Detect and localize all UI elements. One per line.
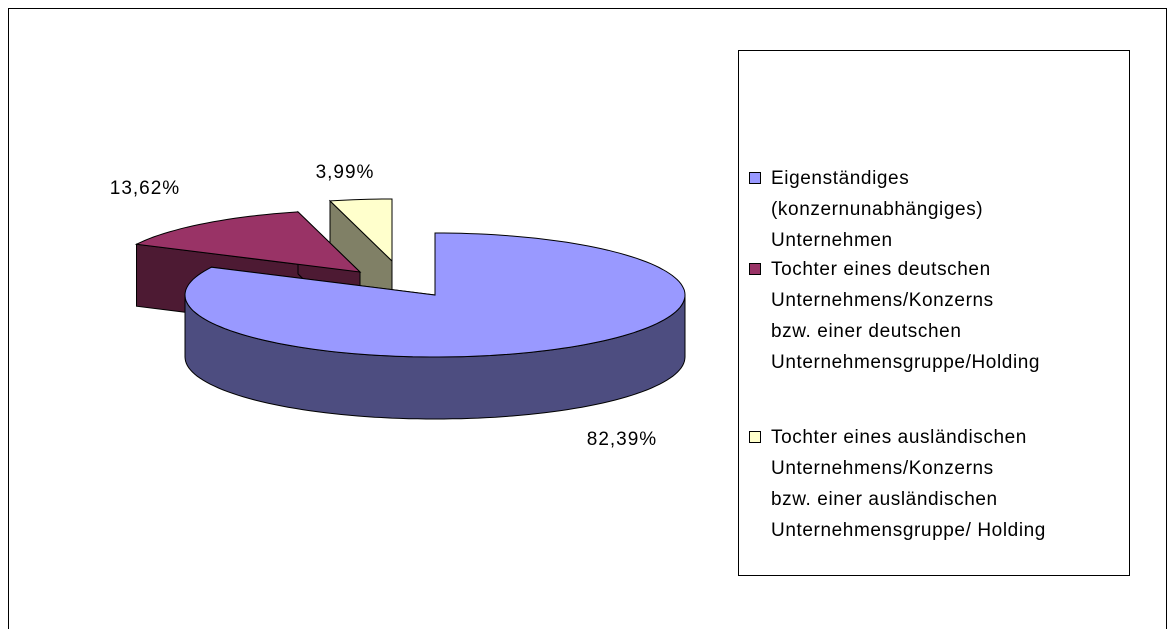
legend: Eigenständiges (konzernunabhängiges) Unt… xyxy=(738,50,1130,576)
legend-label: Eigenständiges (konzernunabhängiges) Unt… xyxy=(771,168,984,251)
legend-label: Tochter eines deutschen Unternehmens/Kon… xyxy=(771,259,1041,373)
data-label: 13,62% xyxy=(110,178,180,199)
legend-swatch xyxy=(749,172,761,184)
slice xyxy=(184,232,686,358)
data-label: 3,99% xyxy=(316,162,375,183)
legend-swatch xyxy=(749,431,761,443)
chart-frame xyxy=(8,8,1167,629)
slice xyxy=(328,198,393,263)
legend-swatch xyxy=(749,263,761,275)
data-label: 82,39% xyxy=(587,429,657,450)
legend-label: Tochter eines ausländischen Unternehmens… xyxy=(771,427,1046,541)
slice xyxy=(134,211,362,273)
